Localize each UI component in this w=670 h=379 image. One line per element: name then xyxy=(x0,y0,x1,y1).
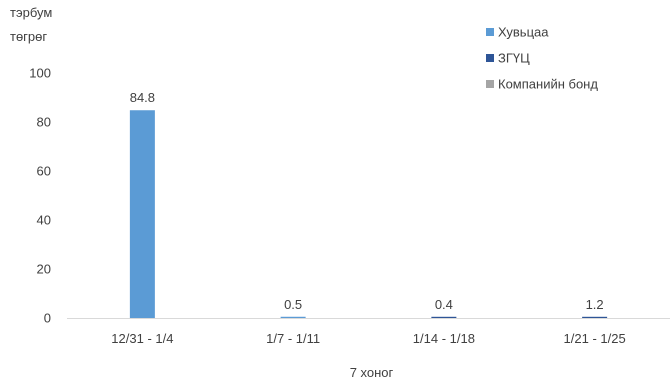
x-tick-label: 12/31 - 1/4 xyxy=(111,331,173,346)
legend-swatch xyxy=(486,80,494,88)
data-label: 1.2 xyxy=(586,297,604,312)
y-tick-label: 0 xyxy=(44,311,51,326)
y-tick-label: 40 xyxy=(37,213,51,228)
y-axis-title: тэрбум төгрөг xyxy=(10,5,52,44)
legend-label: ЗГҮЦ xyxy=(498,51,530,66)
x-tick-label: 1/7 - 1/11 xyxy=(266,331,320,346)
y-axis-ticks: 0 20 40 60 80 100 xyxy=(29,66,51,326)
y-axis-title-line: тэрбум xyxy=(10,5,52,20)
y-axis-title-line: төгрөг xyxy=(10,29,47,44)
x-axis-ticks: 12/31 - 1/4 1/7 - 1/11 1/14 - 1/18 1/21 - 1… xyxy=(111,331,625,346)
y-tick-label: 60 xyxy=(37,164,51,179)
bars xyxy=(129,110,608,319)
data-label: 84.8 xyxy=(130,90,155,105)
y-tick-label: 80 xyxy=(37,115,51,130)
legend-label: Компанийн бонд xyxy=(498,77,598,92)
y-tick-label: 20 xyxy=(37,262,51,277)
bar xyxy=(280,316,306,318)
bar xyxy=(582,316,608,318)
bar xyxy=(129,110,155,319)
bar xyxy=(431,316,457,318)
legend-swatch xyxy=(486,54,494,62)
y-tick-label: 100 xyxy=(29,66,51,81)
data-label: 0.4 xyxy=(435,297,453,312)
x-tick-label: 1/21 - 1/25 xyxy=(564,331,626,346)
data-labels: 84.8 0.5 0.4 1.2 xyxy=(130,90,604,312)
legend-label: Хувьцаа xyxy=(498,25,549,40)
x-axis-title: 7 хоног xyxy=(350,365,394,379)
legend: Хувьцаа ЗГҮЦ Компанийн бонд xyxy=(486,25,598,92)
x-tick-label: 1/14 - 1/18 xyxy=(413,331,475,346)
data-label: 0.5 xyxy=(284,297,302,312)
x-axis-title: 7 хоног xyxy=(350,365,394,379)
legend-swatch xyxy=(486,28,494,36)
